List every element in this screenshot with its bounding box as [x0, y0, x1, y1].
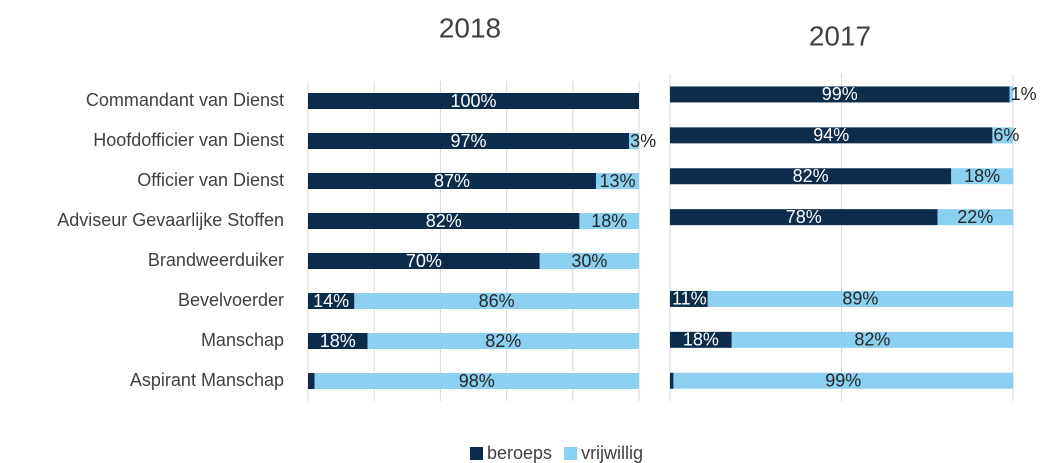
value-label: 18%	[964, 166, 1000, 186]
bar-segment	[367, 333, 639, 349]
category-label: Hoofdofficier van Dienst	[93, 130, 284, 150]
value-label: 99%	[822, 84, 858, 104]
bar-segment	[354, 293, 639, 309]
bar-segment	[308, 213, 580, 229]
bar-segment	[707, 290, 1013, 307]
bar-segment	[670, 372, 674, 389]
bar-segment	[670, 331, 732, 348]
value-label: 30%	[571, 251, 607, 271]
value-label: 98%	[459, 371, 495, 391]
bar-segment	[629, 133, 639, 149]
bar-segment	[308, 173, 596, 189]
bar-segment	[670, 127, 993, 144]
bar-segment	[670, 290, 708, 307]
value-label: 97%	[451, 131, 487, 151]
bar-segment	[992, 127, 1013, 144]
value-label: 78%	[786, 207, 822, 227]
bar-segment	[937, 209, 1013, 226]
category-label: Bevelvoerder	[178, 290, 284, 310]
bar-segment	[579, 213, 639, 229]
value-label: 18%	[591, 211, 627, 231]
value-label: 89%	[842, 289, 878, 309]
legend-label: vrijwillig	[581, 443, 643, 463]
value-label: 82%	[854, 330, 890, 350]
bar-segment	[1009, 86, 1013, 103]
chart-title: 2018	[439, 12, 501, 43]
value-label: 13%	[599, 171, 635, 191]
bar-segment	[308, 93, 639, 109]
category-label: Manschap	[201, 330, 284, 350]
value-label: 100%	[450, 91, 496, 111]
chart-title: 2017	[809, 20, 871, 51]
legend-label: beroeps	[487, 443, 552, 463]
bar-segment	[673, 372, 1013, 389]
value-label: 22%	[957, 207, 993, 227]
value-label: 87%	[434, 171, 470, 191]
legend-swatch	[564, 447, 578, 460]
value-label: 94%	[813, 125, 849, 145]
value-label: 82%	[793, 166, 829, 186]
bar-segment	[314, 373, 639, 389]
category-label: Adviseur Gevaarlijke Stoffen	[57, 210, 284, 230]
value-label: 70%	[406, 251, 442, 271]
value-label: 82%	[426, 211, 462, 231]
bar-segment	[670, 209, 938, 226]
category-label: Officier van Dienst	[137, 170, 284, 190]
value-label: 3%	[630, 131, 656, 151]
bar-segment	[308, 373, 315, 389]
value-label: 82%	[485, 331, 521, 351]
category-label: Commandant van Dienst	[86, 90, 284, 110]
category-label: Aspirant Manschap	[130, 370, 284, 390]
value-label: 1%	[1011, 84, 1037, 104]
category-label: Brandweerduiker	[148, 250, 284, 270]
bar-segment	[308, 293, 355, 309]
bar-segment	[308, 253, 540, 269]
bar-segment	[951, 168, 1013, 185]
value-label: 11%	[672, 289, 707, 309]
bar-segment	[670, 86, 1010, 103]
bar-segment	[539, 253, 639, 269]
bar-segment	[670, 168, 952, 185]
value-label: 18%	[320, 331, 356, 351]
value-label: 6%	[993, 125, 1019, 145]
value-label: 14%	[313, 291, 349, 311]
bar-segment	[595, 173, 639, 189]
value-label: 99%	[825, 371, 861, 391]
bar-segment	[308, 133, 630, 149]
legend-swatch	[470, 447, 483, 460]
bar-segment	[731, 331, 1013, 348]
value-label: 86%	[479, 291, 515, 311]
value-label: 18%	[683, 330, 719, 350]
bar-segment	[308, 333, 368, 349]
